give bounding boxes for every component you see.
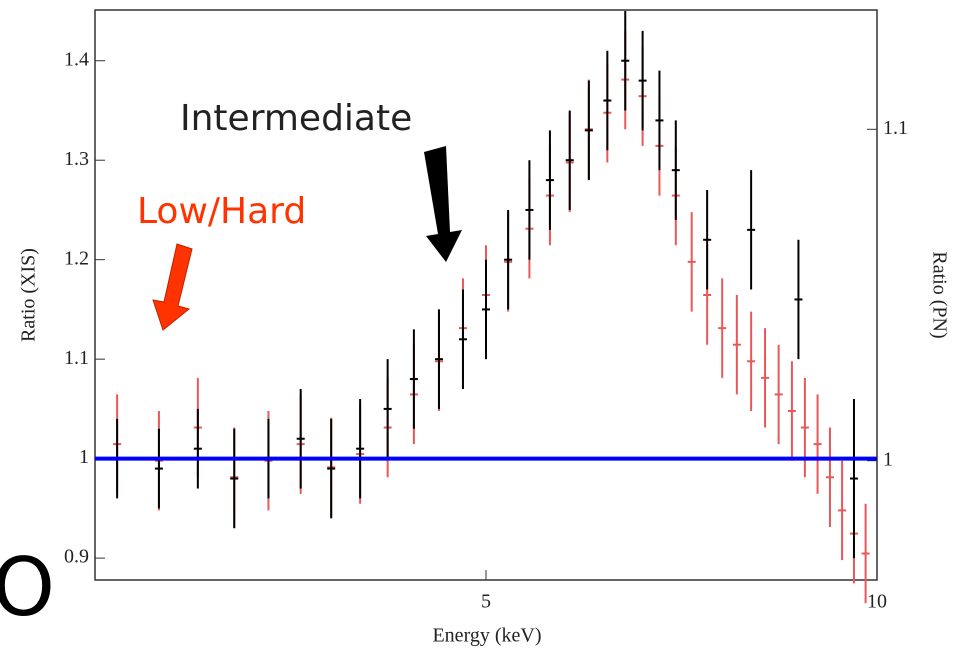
arrow (152, 243, 193, 331)
y2-axis-label: Ratio (PN) (928, 251, 950, 338)
annotation: O (0, 541, 55, 634)
y-tick-label: 1.3 (64, 148, 89, 170)
y-tick-label: 1.4 (64, 48, 89, 70)
y-tick-label: 1.1 (64, 347, 89, 369)
y2-tick-label: 1.1 (883, 117, 908, 139)
x-tick-label: 5 (481, 591, 491, 613)
x-tick-label: 10 (867, 591, 887, 613)
y-axis-label: Ratio (XIS) (18, 248, 40, 342)
arrow (424, 146, 462, 262)
annotation: Intermediate (180, 98, 412, 139)
y-tick-label: 1.2 (64, 247, 89, 269)
y-tick-label: 0.9 (64, 546, 89, 568)
x-axis-label: Energy (keV) (432, 625, 541, 647)
annotation: Low/Hard (137, 191, 306, 232)
y-tick-label: 1 (79, 446, 89, 468)
y2-tick-label: 1 (883, 448, 893, 470)
